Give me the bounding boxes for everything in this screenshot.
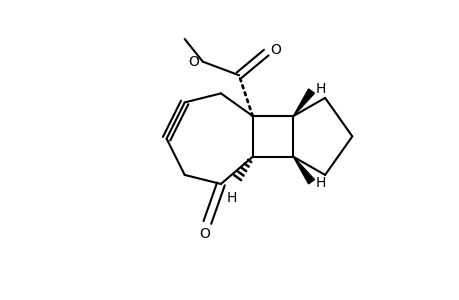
Text: H: H: [314, 82, 325, 96]
Text: H: H: [227, 191, 237, 205]
Text: O: O: [269, 43, 280, 57]
Text: O: O: [188, 55, 199, 69]
Text: H: H: [314, 176, 325, 190]
Polygon shape: [293, 89, 314, 116]
Polygon shape: [293, 157, 314, 184]
Text: O: O: [199, 227, 210, 241]
